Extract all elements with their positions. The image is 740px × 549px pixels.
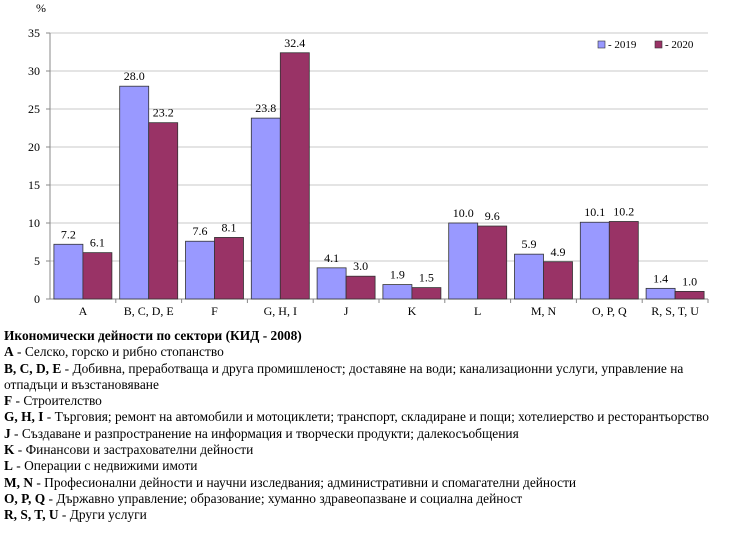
data-label: 6.1 (90, 236, 105, 250)
y-tick-label: 35 (28, 26, 40, 40)
sector-legend: Икономически дейности по сектори (КИД - … (4, 328, 739, 524)
y-tick-label: 25 (28, 102, 40, 116)
data-label: 7.6 (193, 224, 208, 238)
sector-code: G, H, I (4, 409, 44, 425)
legend-swatch (654, 40, 663, 49)
data-label: 23.8 (255, 101, 276, 115)
bar-2020 (411, 287, 442, 300)
data-label: 3.0 (353, 259, 368, 273)
bar-2020 (345, 275, 376, 300)
sector-note: F - Строителство (4, 393, 739, 409)
data-label: 1.5 (419, 271, 434, 285)
sector-code: J (4, 425, 11, 441)
x-tick-label: L (474, 304, 481, 318)
data-label: 7.2 (61, 227, 76, 241)
x-tick-label: G, H, I (264, 304, 297, 318)
x-tick-label: A (79, 304, 88, 318)
data-label: 1.4 (653, 271, 668, 285)
sector-description: - Добивна, преработваща и друга промишле… (4, 360, 684, 392)
sector-code: A (4, 344, 14, 360)
sector-code: F (4, 393, 13, 409)
notes-title: Икономически дейности по сектори (КИД - … (4, 328, 302, 343)
bar-2020 (82, 252, 113, 300)
x-tick-label: J (344, 304, 349, 318)
bar-2019 (514, 253, 544, 300)
sector-note: R, S, T, U - Други услуги (4, 507, 739, 523)
data-label: 4.1 (324, 251, 339, 265)
x-tick-label: O, P, Q (592, 304, 627, 318)
y-tick-label: 15 (28, 178, 40, 192)
y-axis-label: % (36, 1, 46, 15)
sector-description: - Професионални дейности и научни изслед… (33, 474, 577, 490)
data-label: 9.6 (485, 209, 500, 223)
sector-code: R, S, T, U (4, 507, 59, 523)
bar-chart: 0 5 10 15 20 25 30 35% A 7.2 6.1 B, C, D, E 28.0 23.2… (28, 1, 709, 318)
x-tick-label: R, S, T, U (651, 304, 699, 318)
bar-2019 (119, 85, 150, 300)
y-tick-label: 10 (28, 216, 40, 230)
sector-note: J - Създаване и разпространение на инфор… (4, 426, 739, 442)
bar-2020 (477, 225, 508, 300)
sector-description: - Държавно управление; образование; хума… (45, 490, 523, 506)
bar-2019 (382, 284, 413, 300)
data-label: 1.0 (682, 274, 697, 288)
sector-code: M, N (4, 474, 34, 490)
sector-code: L (4, 458, 13, 474)
x-tick-label: K (408, 304, 417, 318)
sector-note: M, N - Професионални дейности и научни и… (4, 475, 739, 491)
sector-description: - Селско, горско и рибно стопанство (13, 344, 224, 360)
data-label: 32.4 (284, 36, 305, 50)
bar-2019 (316, 267, 347, 300)
sector-description: - Строителство (12, 393, 102, 409)
x-tick-label: B, C, D, E (124, 304, 174, 318)
sector-note: K - Финансови и застрахователни дейности (4, 442, 739, 458)
y-tick-label: 0 (34, 292, 40, 306)
sector-note: G, H, I - Търговия; ремонт на автомобили… (4, 409, 739, 425)
x-tick-label: M, N (531, 304, 557, 318)
bar-2020 (279, 52, 310, 300)
bar-2019 (250, 117, 281, 300)
sector-description: - Създаване и разпространение на информа… (10, 425, 519, 441)
sector-description: - Други услуги (58, 507, 147, 523)
data-label: 28.0 (124, 69, 145, 83)
sector-note: O, P, Q - Държавно управление; образован… (4, 491, 739, 507)
data-label: 10.2 (613, 204, 634, 218)
bar-2019 (448, 222, 479, 300)
legend-swatch (597, 40, 606, 49)
data-label: 10.1 (584, 205, 605, 219)
legend-label: - 2019 (608, 39, 637, 51)
data-label: 10.0 (453, 206, 474, 220)
bar-2020 (148, 122, 179, 300)
x-tick-label: F (211, 304, 218, 318)
y-tick-label: 20 (28, 140, 40, 154)
data-label: 1.9 (390, 268, 405, 282)
data-label: 5.9 (522, 237, 537, 251)
sector-description: - Търговия; ремонт на автомобили и мотоц… (43, 409, 709, 425)
bar-2020 (608, 221, 639, 300)
sector-note: L - Операции с недвижими имоти (4, 458, 739, 474)
data-label: 23.2 (153, 106, 174, 120)
sector-code: K (4, 442, 15, 458)
data-label: 4.9 (551, 245, 566, 259)
bar-2019 (53, 243, 84, 300)
bar-2019 (645, 287, 676, 300)
sector-note: B, C, D, E - Добивна, преработваща и дру… (4, 361, 739, 394)
data-label: 8.1 (222, 220, 237, 234)
y-tick-label: 5 (34, 254, 40, 268)
legend-label: - 2020 (665, 39, 694, 51)
sector-description: - Операции с недвижими имоти (12, 458, 198, 474)
sector-note: A - Селско, горско и рибно стопанство (4, 344, 739, 360)
sector-description: - Финансови и застрахователни дейности (14, 442, 254, 458)
bar-2020 (674, 290, 705, 300)
bar-2019 (185, 240, 215, 300)
sector-code: B, C, D, E (4, 360, 62, 376)
sector-code: O, P, Q (4, 490, 46, 506)
bar-2019 (579, 221, 610, 300)
bar-2020 (543, 261, 573, 300)
bar-2020 (214, 237, 244, 300)
y-tick-label: 30 (28, 64, 40, 78)
